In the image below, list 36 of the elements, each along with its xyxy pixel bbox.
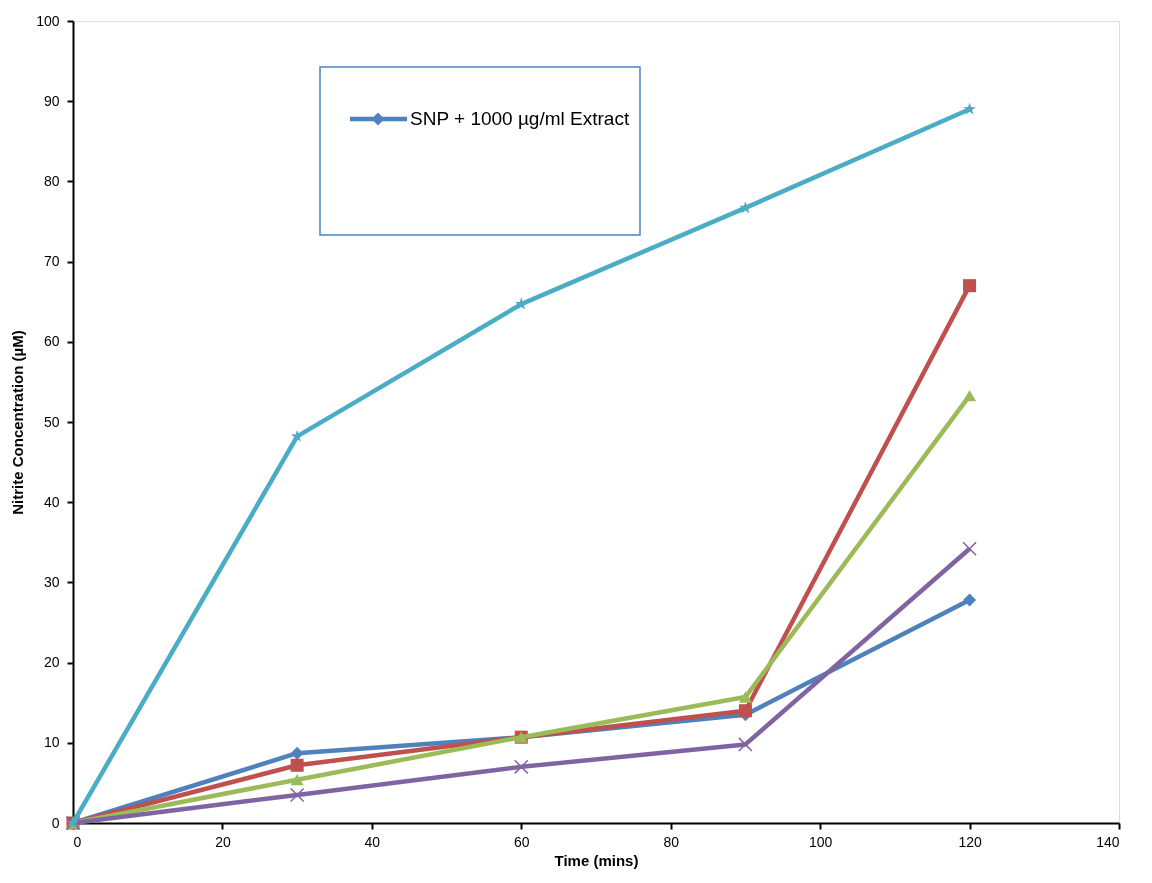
- y-tick-label: 0: [51, 814, 60, 831]
- y-tick-label: 60: [43, 333, 60, 350]
- point: [290, 746, 304, 760]
- point: [290, 774, 304, 786]
- y-tick-label: 20: [43, 654, 60, 671]
- legend-label: SNP + 1000 µg/ml Extract: [410, 108, 630, 129]
- y-tick-label: 70: [43, 253, 60, 270]
- point: [738, 691, 752, 703]
- x-tick-label: 100: [808, 833, 833, 850]
- x-tick-label: 20: [215, 833, 231, 850]
- point: [738, 704, 752, 718]
- y-tick-label: 80: [43, 172, 60, 189]
- x-tick-label: 60: [514, 833, 530, 850]
- point: [963, 102, 976, 115]
- x-tick-label: 40: [364, 833, 381, 850]
- y-tick-label: 50: [43, 413, 60, 430]
- y-tick-label: 10: [43, 734, 60, 751]
- x-tick-label: 120: [958, 833, 982, 850]
- x-tick-label: 80: [663, 833, 680, 850]
- point: [289, 787, 305, 803]
- point: [290, 429, 304, 442]
- y-tick-label: 30: [43, 573, 60, 590]
- point: [963, 593, 977, 607]
- point: [738, 737, 753, 752]
- y-tick-label: 40: [43, 493, 60, 510]
- y-tick-label: 90: [43, 92, 60, 109]
- y-tick-label: 100: [36, 12, 60, 29]
- point: [290, 758, 304, 772]
- point: [514, 759, 529, 775]
- y-axis-title: Nitrite Concentration (µM): [9, 330, 27, 515]
- point: [962, 541, 977, 556]
- x-tick-label: 140: [1096, 833, 1120, 850]
- x-tick-label: 0: [73, 833, 82, 850]
- point: [963, 389, 977, 402]
- point: [963, 279, 977, 293]
- x-axis-title: Time (mins): [554, 851, 639, 869]
